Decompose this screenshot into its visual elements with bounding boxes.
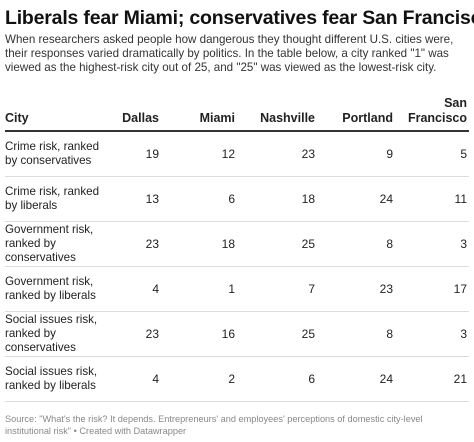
cell-nashville: 25	[237, 311, 317, 357]
cell-portland: 8	[317, 311, 395, 357]
cell-nashville: 23	[237, 131, 317, 177]
cell-nashville: 18	[237, 176, 317, 222]
row-label: Social issues risk, ranked by liberals	[5, 356, 109, 402]
cell-dallas: 13	[109, 176, 161, 222]
cell-miami: 12	[161, 131, 237, 177]
table-row: Government risk, ranked by conservatives…	[5, 221, 469, 267]
table-row: Government risk, ranked by liberals 4 1 …	[5, 266, 469, 312]
column-header-city[interactable]: City	[5, 96, 109, 132]
row-label: Social issues risk, ranked by conservati…	[5, 311, 109, 357]
source-footer: Source: "What's the risk? It depends. En…	[5, 414, 423, 436]
column-header-dallas[interactable]: Dallas	[109, 96, 161, 132]
cell-san-francisco: 5	[395, 131, 469, 177]
cell-dallas: 23	[109, 311, 161, 357]
cell-san-francisco: 3	[395, 311, 469, 357]
cell-nashville: 7	[237, 266, 317, 312]
cell-portland: 8	[317, 221, 395, 267]
cell-miami: 18	[161, 221, 237, 267]
column-header-san-francisco[interactable]: San Francisco	[395, 96, 469, 132]
cell-dallas: 4	[109, 356, 161, 402]
description: When researchers asked people how danger…	[5, 33, 454, 74]
row-label: Government risk, ranked by conservatives	[5, 221, 109, 267]
cell-san-francisco: 3	[395, 221, 469, 267]
row-label: Crime risk, ranked by conservatives	[5, 131, 109, 177]
header-row: City Dallas Miami Nashville Portland San…	[5, 96, 469, 132]
cell-dallas: 23	[109, 221, 161, 267]
column-header-miami[interactable]: Miami	[161, 96, 237, 132]
column-header-portland[interactable]: Portland	[317, 96, 395, 132]
table-row: Social issues risk, ranked by conservati…	[5, 311, 469, 357]
cell-miami: 16	[161, 311, 237, 357]
column-header-nashville[interactable]: Nashville	[237, 96, 317, 132]
table-row: Crime risk, ranked by conservatives 19 1…	[5, 131, 469, 177]
cell-dallas: 4	[109, 266, 161, 312]
cell-san-francisco: 17	[395, 266, 469, 312]
cell-miami: 2	[161, 356, 237, 402]
row-label: Crime risk, ranked by liberals	[5, 176, 109, 222]
cell-portland: 24	[317, 356, 395, 402]
cell-miami: 1	[161, 266, 237, 312]
row-label: Government risk, ranked by liberals	[5, 266, 109, 312]
cell-portland: 9	[317, 131, 395, 177]
cell-nashville: 25	[237, 221, 317, 267]
cell-san-francisco: 21	[395, 356, 469, 402]
page-title: Liberals fear Miami; conservatives fear …	[5, 7, 474, 29]
risk-table: City Dallas Miami Nashville Portland San…	[5, 96, 469, 402]
table-row: Social issues risk, ranked by liberals 4…	[5, 356, 469, 402]
cell-miami: 6	[161, 176, 237, 222]
cell-portland: 23	[317, 266, 395, 312]
cell-nashville: 6	[237, 356, 317, 402]
table-row: Crime risk, ranked by liberals 13 6 18 2…	[5, 176, 469, 222]
cell-dallas: 19	[109, 131, 161, 177]
cell-portland: 24	[317, 176, 395, 222]
cell-san-francisco: 11	[395, 176, 469, 222]
